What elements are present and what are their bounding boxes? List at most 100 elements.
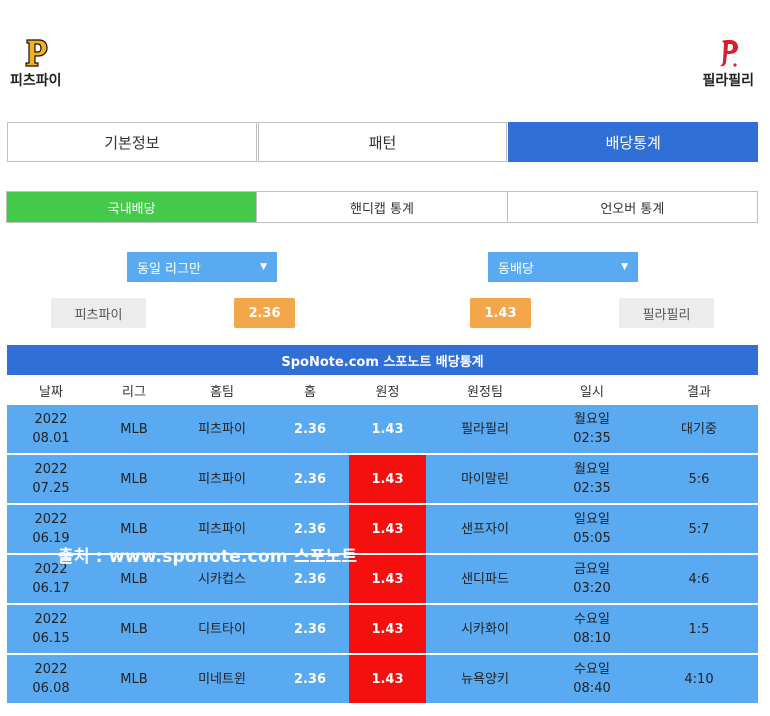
league-cell: MLB — [120, 471, 148, 487]
tab-odds-stats[interactable]: 배당통계 — [508, 122, 759, 162]
date-cell: 2022 06.08 — [7, 655, 95, 703]
home-team-cell: 피츠파이 — [198, 421, 246, 437]
away-odds-cell: 1.43 — [349, 455, 426, 503]
table-header: 날짜 리그 홈팀 홈 원정 원정팀 일시 결과 — [7, 375, 758, 405]
away-team-cell: 필라필리 — [461, 421, 509, 437]
home-team-name: 피츠파이 — [10, 73, 62, 89]
away-team: 필라필리 — [702, 38, 754, 90]
sub-tabs: 국내배당 핸디캡 통계 언오버 통계 — [6, 191, 758, 223]
odds-filter-select[interactable]: 동배당 ▼ — [488, 252, 638, 282]
header-home-odds: 홈 — [304, 384, 316, 400]
date-cell: 2022 06.15 — [7, 605, 95, 653]
league-cell: MLB — [120, 421, 148, 437]
date-day: 06.15 — [32, 631, 70, 646]
time: 08:10 — [573, 631, 611, 646]
date-day: 06.19 — [32, 531, 70, 546]
home-team-cell: 피츠파이 — [198, 521, 246, 537]
result-cell: 1:5 — [688, 621, 710, 637]
date-day: 07.25 — [32, 481, 70, 496]
away-team-cell: 샌디파드 — [461, 571, 509, 587]
league-filter-value: 동일 리그만 — [137, 261, 201, 277]
result-cell: 대기중 — [681, 421, 717, 437]
date-year: 2022 — [34, 512, 68, 527]
date-day: 08.01 — [32, 431, 70, 446]
datetime-cell: 금요일 03:20 — [544, 555, 640, 603]
league-cell: MLB — [120, 671, 148, 687]
home-team-cell: 미네트윈 — [198, 671, 246, 687]
weekday: 월요일 — [574, 412, 610, 427]
subtab-over-under-stats[interactable]: 언오버 통계 — [506, 192, 757, 222]
away-odds-cell: 1.43 — [349, 505, 426, 553]
home-odds-badge: 2.36 — [234, 298, 295, 328]
table-title: SpoNote.com 스포노트 배당통계 — [7, 345, 758, 375]
odds-filter-value: 동배당 — [498, 261, 534, 277]
datetime-cell: 수요일 08:10 — [544, 605, 640, 653]
phillies-p-logo-icon — [713, 38, 743, 68]
date-year: 2022 — [34, 662, 68, 677]
datetime-cell: 일요일 05:05 — [544, 505, 640, 553]
date-cell: 2022 08.01 — [7, 405, 95, 453]
result-cell: 4:6 — [688, 571, 710, 587]
table-row[interactable]: 2022 07.25 MLB 피츠파이 2.36 1.43 마이말린 월요일 02:… — [7, 455, 758, 503]
home-odds-cell: 2.36 — [293, 471, 327, 487]
header-away-team: 원정팀 — [467, 384, 503, 400]
home-team: 피츠파이 — [10, 38, 62, 90]
home-odds-cell: 2.36 — [293, 421, 327, 437]
weekday: 일요일 — [574, 512, 610, 527]
home-team-cell: 디트타이 — [198, 621, 246, 637]
date-day: 06.17 — [32, 581, 70, 596]
date-year: 2022 — [34, 412, 68, 427]
header-away-odds: 원정 — [375, 384, 400, 400]
result-cell: 5:7 — [688, 521, 710, 537]
away-team-cell: 마이말린 — [461, 471, 509, 487]
time: 02:35 — [573, 431, 611, 446]
table-row[interactable]: 2022 06.17 MLB 시카컵스 2.36 1.43 샌디파드 금요일 03:… — [7, 555, 758, 603]
home-odds-cell: 2.36 — [293, 521, 327, 537]
time: 08:40 — [573, 681, 611, 696]
table-row[interactable]: 2022 06.15 MLB 디트타이 2.36 1.43 시카화이 수요일 08:… — [7, 605, 758, 653]
weekday: 수요일 — [574, 662, 610, 677]
header-result: 결과 — [687, 384, 711, 400]
result-cell: 5:6 — [688, 471, 710, 487]
date-cell: 2022 07.25 — [7, 455, 95, 503]
subtab-handicap-stats[interactable]: 핸디캡 통계 — [256, 192, 507, 222]
time: 02:35 — [573, 481, 611, 496]
league-cell: MLB — [120, 621, 148, 637]
header-league: 리그 — [122, 384, 146, 400]
weekday: 수요일 — [574, 612, 610, 627]
date-cell: 2022 06.19 — [7, 505, 95, 553]
table-row[interactable]: 2022 06.08 MLB 미네트윈 2.36 1.43 뉴욕양키 수요일 08:… — [7, 655, 758, 703]
result-cell: 4:10 — [684, 671, 714, 687]
datetime-cell: 월요일 02:35 — [544, 405, 640, 453]
datetime-cell: 월요일 02:35 — [544, 455, 640, 503]
away-team-name: 필라필리 — [702, 73, 754, 89]
subtab-domestic-odds[interactable]: 국내배당 — [7, 192, 257, 222]
header-datetime: 일시 — [580, 384, 604, 400]
tab-pattern[interactable]: 패턴 — [257, 122, 508, 162]
tab-basic-info[interactable]: 기본정보 — [7, 122, 257, 162]
away-odds-cell: 1.43 — [349, 655, 426, 703]
home-team-label: 피츠파이 — [51, 298, 146, 328]
league-cell: MLB — [120, 521, 148, 537]
time: 05:05 — [573, 531, 611, 546]
away-team-cell: 시카화이 — [461, 621, 509, 637]
chevron-down-icon: ▼ — [621, 262, 628, 272]
away-team-cell: 샌프자이 — [461, 521, 509, 537]
league-cell: MLB — [120, 571, 148, 587]
date-year: 2022 — [34, 612, 68, 627]
time: 03:20 — [573, 581, 611, 596]
away-odds-cell: 1.43 — [371, 421, 404, 437]
home-odds-cell: 2.36 — [293, 571, 327, 587]
table-row[interactable]: 2022 08.01 MLB 피츠파이 2.36 1.43 필라필리 월요일 02:… — [7, 405, 758, 453]
home-team-cell: 시카컵스 — [198, 571, 246, 587]
date-day: 06.08 — [32, 681, 70, 696]
league-filter-select[interactable]: 동일 리그만 ▼ — [127, 252, 277, 282]
away-team-cell: 뉴욕양키 — [461, 671, 509, 687]
table-row[interactable]: 2022 06.19 MLB 피츠파이 2.36 1.43 샌프자이 일요일 05:… — [7, 505, 758, 553]
away-odds-cell: 1.43 — [349, 555, 426, 603]
away-team-label: 필라필리 — [619, 298, 714, 328]
chevron-down-icon: ▼ — [260, 262, 267, 272]
away-odds-badge: 1.43 — [470, 298, 531, 328]
date-cell: 2022 06.17 — [7, 555, 95, 603]
header-home-team: 홈팀 — [210, 384, 234, 400]
